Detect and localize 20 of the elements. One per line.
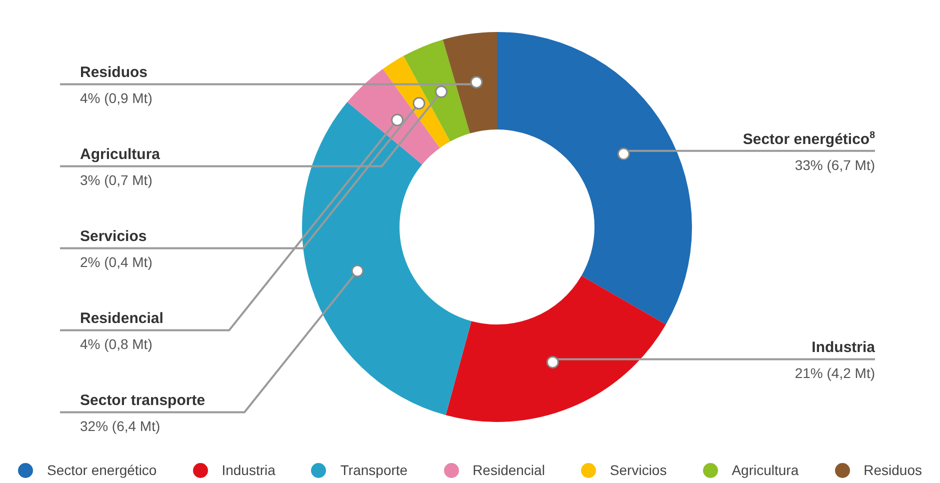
- legend-label: Industria: [222, 462, 276, 478]
- data-label: 21% (4,2 Mt): [794, 365, 876, 382]
- data-label: 32% (6,4 Mt): [80, 418, 160, 434]
- text: Residuos: [80, 64, 148, 82]
- legend-label: Residencial: [472, 462, 545, 478]
- text: Industria: [812, 339, 876, 356]
- text: Servicios: [80, 228, 147, 246]
- data-label: 3% (0,7 Mt): [80, 172, 152, 188]
- legend-label: Servicios: [610, 462, 667, 478]
- data-label: 4% (0,9 Mt): [80, 90, 152, 106]
- text: Sector transporte: [80, 392, 206, 410]
- legend-label: Agricultura: [732, 462, 799, 478]
- data-label: 2% (0,4 Mt): [80, 254, 152, 270]
- legend-label: Transporte: [340, 462, 408, 478]
- legend-label: Residuos: [864, 462, 922, 478]
- data-label: 4% (0,8 Mt): [80, 336, 152, 352]
- text: Residencial: [80, 310, 164, 328]
- legend-label: Sector energético: [46, 462, 157, 478]
- data-label: 33% (6,7 Mt): [794, 156, 876, 173]
- text: Agricultura: [80, 146, 161, 164]
